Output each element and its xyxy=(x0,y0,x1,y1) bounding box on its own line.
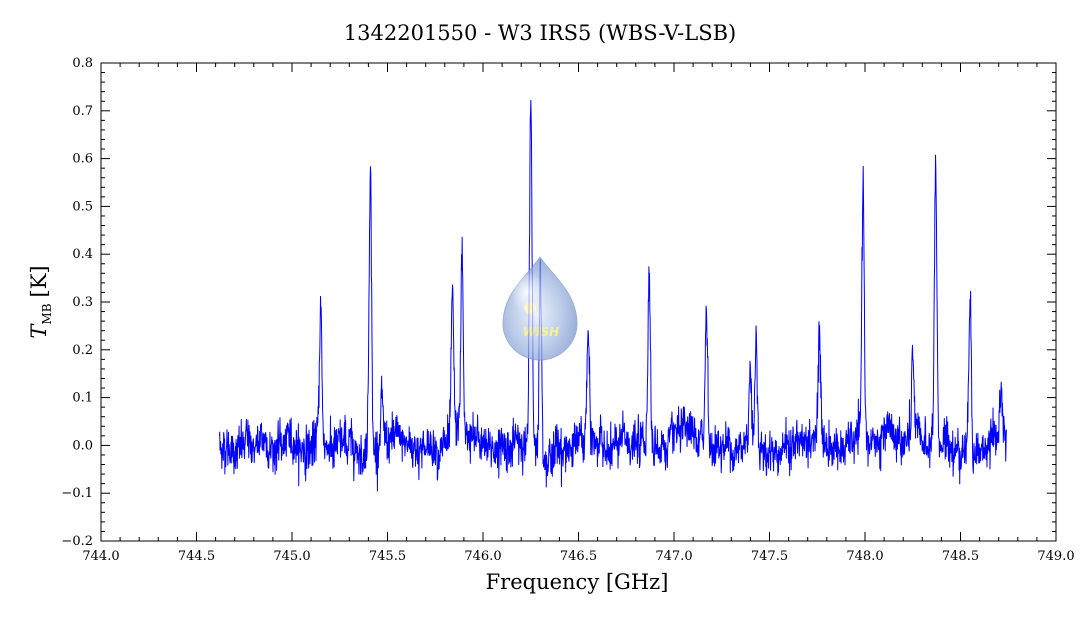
y-tick-label: 0.5 xyxy=(72,199,93,214)
svg-text:TMB[K]: TMB [K] xyxy=(27,265,54,338)
y-tick-label: −0.1 xyxy=(61,486,93,501)
y-tick-label: 0.3 xyxy=(72,295,93,310)
y-tick-label: 0.6 xyxy=(72,152,93,167)
x-tick-label: 744.0 xyxy=(82,549,119,564)
wish-logo-watermark: WISH xyxy=(502,256,578,361)
y-tick-label: −0.2 xyxy=(61,534,93,549)
y-tick-label: 0.2 xyxy=(72,343,93,358)
x-axis: 744.0 744.5 745.0 745.5 746.0 746.5 747.0 747.5… xyxy=(82,63,1075,564)
y-axis-label-unit: [K] xyxy=(27,265,51,297)
x-tick-label: 745.0 xyxy=(273,549,310,564)
x-tick-label: 746.5 xyxy=(560,549,597,564)
y-tick-label: 0.8 xyxy=(72,56,93,71)
drop-highlight xyxy=(510,274,554,326)
x-tick-label: 748.0 xyxy=(846,549,883,564)
y-axis-label: TMB [K] xyxy=(27,265,54,338)
y-tick-label: 0.7 xyxy=(72,104,93,119)
y-axis: −0.2 −0.1 0.0 0.1 0.2 0.3 0.4 0.5 0.6 0.7 0.8 xyxy=(61,56,1056,549)
y-tick-label: 0.4 xyxy=(72,247,93,262)
plot-frame xyxy=(100,62,1057,542)
spectrum-series-line xyxy=(218,99,1007,492)
x-tick-label: 747.0 xyxy=(655,549,692,564)
chart-title: 1342201550 - W3 IRS5 (WBS-V-LSB) xyxy=(344,21,736,45)
y-axis-label-subscript: MB xyxy=(40,303,54,324)
x-tick-label: 746.0 xyxy=(464,549,501,564)
y-tick-label: 0.0 xyxy=(72,438,93,453)
x-tick-label: 748.5 xyxy=(942,549,979,564)
x-tick-label: 744.5 xyxy=(178,549,215,564)
x-tick-label: 747.5 xyxy=(751,549,788,564)
y-axis-label-symbol: T xyxy=(27,323,51,339)
x-tick-label: 745.5 xyxy=(369,549,406,564)
x-tick-label: 749.0 xyxy=(1037,549,1074,564)
x-axis-label: Frequency [GHz] xyxy=(486,570,669,594)
star-glow-icon xyxy=(524,302,536,314)
y-tick-label: 0.1 xyxy=(72,391,93,406)
watermark-text: WISH xyxy=(523,325,559,339)
